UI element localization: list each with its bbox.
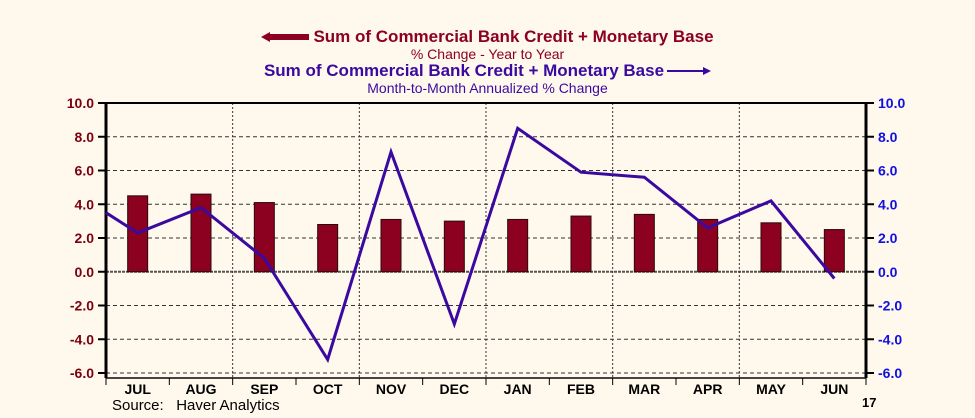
right-axis-label: 10.0 <box>878 95 905 111</box>
bar <box>760 222 782 273</box>
right-axis-label: 2.0 <box>878 230 898 246</box>
right-axis-label: 8.0 <box>878 129 898 145</box>
line-series <box>105 125 836 364</box>
arrow-right-icon <box>667 66 712 76</box>
legend-bar-title: Sum of Commercial Bank Credit + Monetary… <box>313 27 714 46</box>
x-axis-label: FEB <box>567 381 595 397</box>
year-label: 17 <box>862 395 877 410</box>
bar <box>317 224 339 273</box>
left-axis-label: 0.0 <box>75 264 95 280</box>
right-axis-label: 6.0 <box>878 163 898 179</box>
x-axis-label: JUL <box>124 381 151 397</box>
legend-bar-subtitle: % Change - Year to Year <box>410 45 565 62</box>
left-axis-label: 8.0 <box>75 129 95 145</box>
legend-line-title: Sum of Commercial Bank Credit + Monetary… <box>263 61 665 80</box>
bar <box>380 218 402 273</box>
bar <box>570 215 592 273</box>
bar <box>190 193 212 273</box>
right-axis-label: 4.0 <box>878 196 898 212</box>
bar <box>253 202 275 273</box>
left-axis-label: 10.0 <box>67 95 94 111</box>
right-axis-label: -6.0 <box>878 365 902 381</box>
left-axis-label: -4.0 <box>70 331 94 347</box>
x-axis-label: OCT <box>313 381 343 397</box>
x-axis-label: MAY <box>756 381 786 397</box>
x-axis-label: JUN <box>820 381 848 397</box>
x-axis-label: AUG <box>185 381 216 397</box>
left-axis-label: -6.0 <box>70 365 94 381</box>
bar <box>507 218 529 273</box>
x-axis-label: JAN <box>504 381 532 397</box>
left-axis-label: 2.0 <box>75 230 95 246</box>
left-axis-label: 6.0 <box>75 163 95 179</box>
legend-line-subtitle: Month-to-Month Annualized % Change <box>367 80 608 96</box>
arrow-left-icon <box>261 31 310 42</box>
x-axis-label: APR <box>693 381 723 397</box>
bar <box>823 229 845 273</box>
bar <box>443 220 465 273</box>
bar <box>697 218 719 273</box>
x-axis-label: DEC <box>440 381 470 397</box>
x-axis-label: SEP <box>250 381 278 397</box>
x-axis-label: MAR <box>628 381 660 397</box>
right-axis-label: -4.0 <box>878 331 902 347</box>
right-axis-label: 0.0 <box>878 264 898 280</box>
right-axis-label: -2.0 <box>878 298 902 314</box>
legend-bar-series: Sum of Commercial Bank Credit + Monetary… <box>0 28 975 62</box>
x-axis-label: NOV <box>376 381 407 397</box>
left-axis-label: -2.0 <box>70 298 94 314</box>
left-axis-label: 4.0 <box>75 196 95 212</box>
legend-line-series: Sum of Commercial Bank Credit + Monetary… <box>0 62 975 96</box>
source-note: Source: Haver Analytics <box>112 397 280 414</box>
bar <box>633 213 655 273</box>
